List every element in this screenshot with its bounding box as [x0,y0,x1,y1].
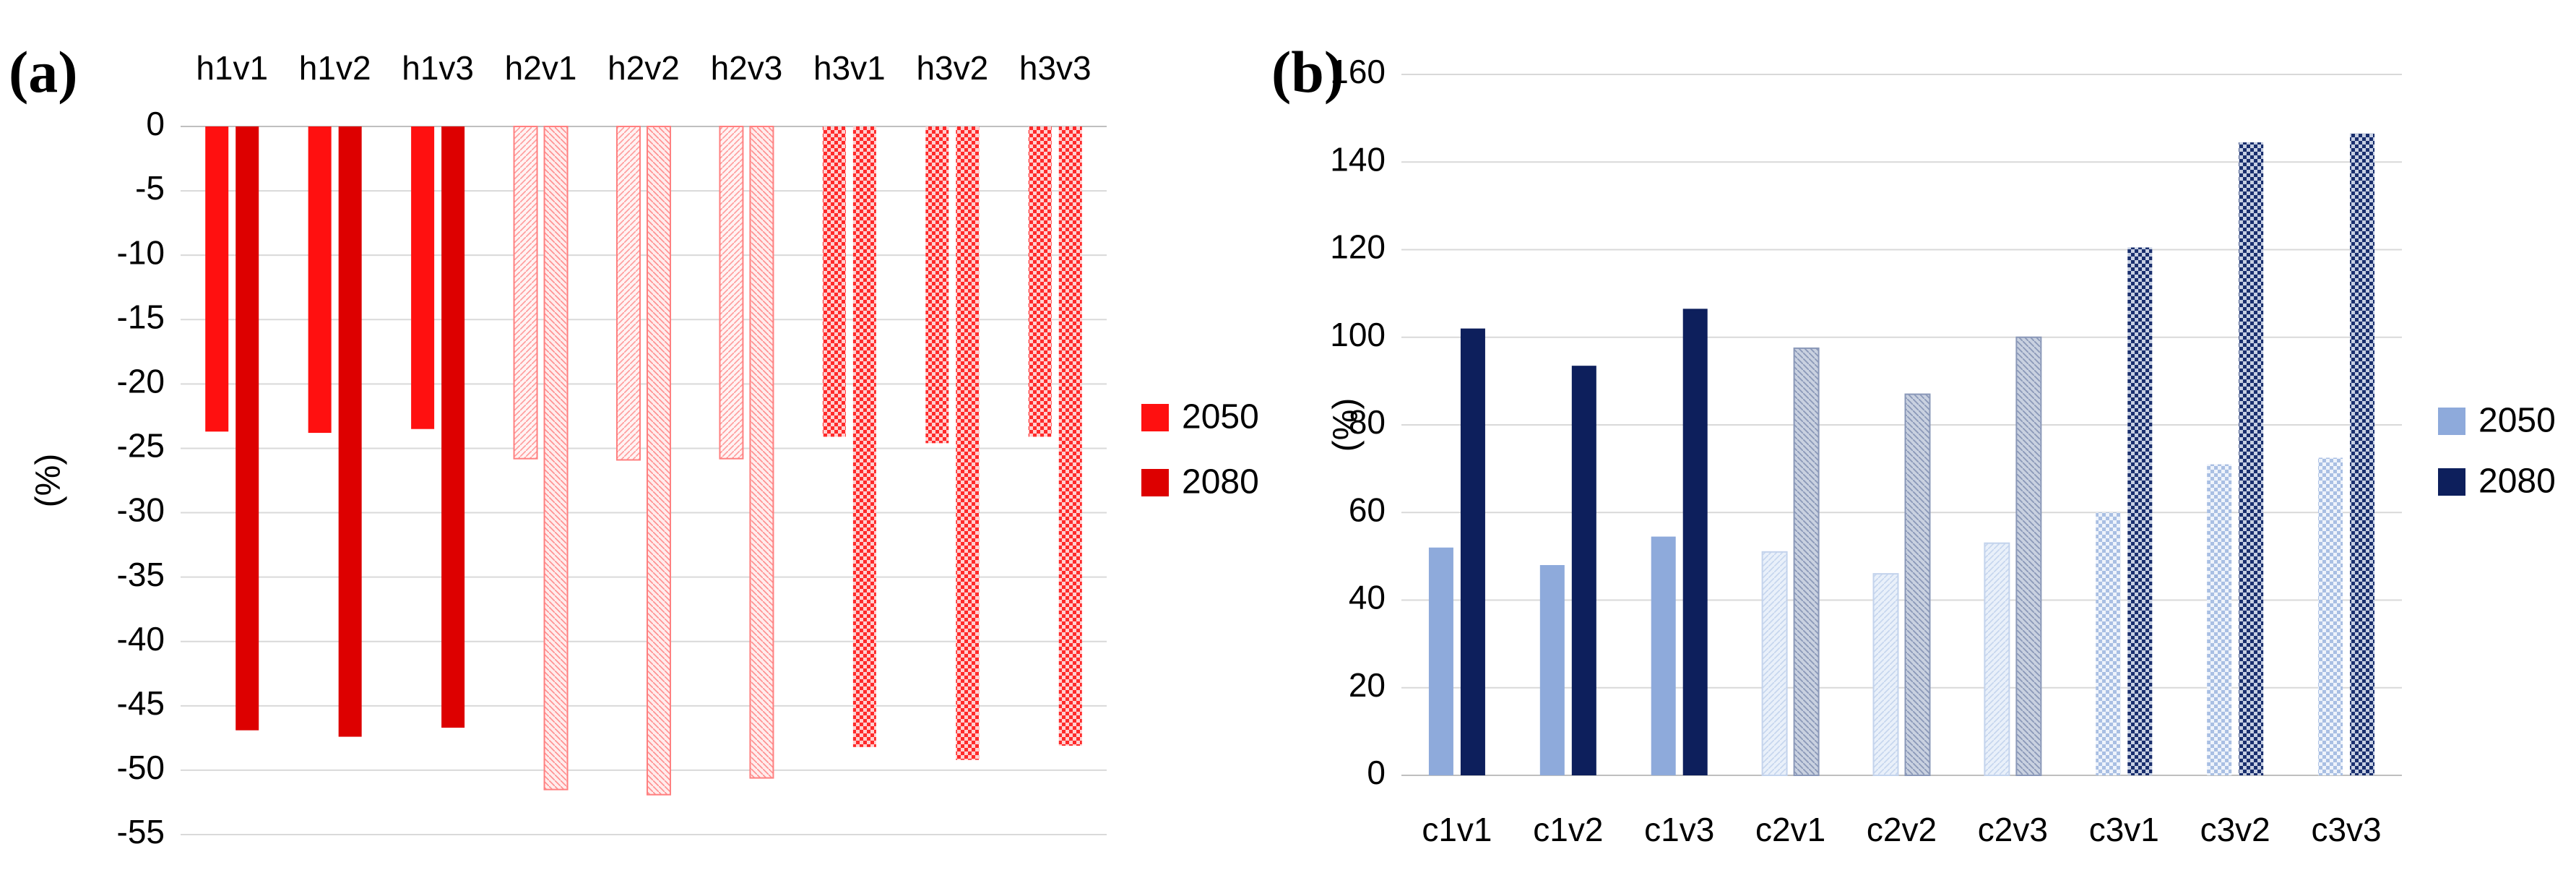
x-tick-label: h3v3 [1019,49,1092,87]
bar-2080-h3v2 [956,126,980,760]
y-tick-label: -20 [117,363,165,400]
x-tick-label: h1v2 [299,49,371,87]
y-tick-label: 0 [146,105,165,142]
bar-2080-h2v2 [647,126,671,796]
y-tick-label: -5 [135,169,165,207]
bar-2080-h2v1 [543,126,569,791]
bar-2080-h1v2 [338,126,362,737]
bar-2080-h3v1 [852,126,876,747]
bar-2080-h1v3 [441,126,465,728]
bar-2050-c2v3 [1984,542,2010,776]
legend-label-2080: 2080 [1182,463,1259,501]
x-tick-label: c1v2 [1533,811,1603,848]
bar-2050-h2v2 [616,126,641,461]
bar-2050-c1v2 [1539,565,1565,775]
bar-2080-c3v1 [2127,247,2153,775]
bar-2050-h3v2 [925,126,949,444]
panel-b: (b) 0 20 40 60 80 100 120 140 160 (%) c1v1 c1v2 c1v3 c… [1271,39,2556,848]
y-tick-label: -35 [117,556,165,593]
y-tick-label: -50 [117,749,165,786]
bar-2050-h3v3 [1028,126,1052,437]
x-tick-label: c3v3 [2311,811,2381,848]
x-tick-label: c2v1 [1755,811,1825,848]
bar-2080-h1v1 [235,126,259,731]
legend-swatch-2080 [2438,468,2465,496]
bar-2050-h2v1 [513,126,538,460]
legend-swatch-2080 [1141,469,1169,496]
x-tick-label: c2v3 [1978,811,2048,848]
x-tick-label: h2v1 [505,49,577,87]
x-tick-label: h1v3 [402,49,474,87]
legend-label-2050: 2050 [2478,402,2556,440]
bar-2050-c2v2 [1872,573,1899,776]
bar-2080-c1v3 [1682,309,1708,775]
x-tick-label: c1v1 [1422,811,1492,848]
y-tick-label: 60 [1349,491,1386,528]
y-tick-label: 80 [1349,403,1386,441]
x-tick-label: h3v2 [916,49,988,87]
x-tick-label: h2v2 [608,49,680,87]
bar-2050-c3v2 [2207,464,2232,775]
bar-2080-c2v1 [1793,347,1820,776]
x-tick-label: c1v3 [1644,811,1714,848]
bar-2080-h2v3 [749,126,774,779]
legend-swatch-2050 [2438,408,2465,435]
x-tick-label: h3v1 [813,49,886,87]
bar-2080-h3v3 [1058,126,1082,746]
y-tick-label: -30 [117,491,165,529]
panel-a: (a) 0 -5 -10 -15 -20 -25 -30 -35 -40 -45 -50 -55 (%) h… [9,39,1259,850]
y-tick-label: 120 [1330,228,1386,266]
y-axis-label: (%) [1327,398,1365,452]
bar-2050-c2v1 [1761,551,1788,776]
y-tick-label: -15 [117,298,165,335]
y-tick-label: 0 [1367,754,1386,791]
y-axis-label: (%) [30,454,68,508]
bar-2080-c1v1 [1460,328,1485,775]
bar-2080-c3v3 [2350,133,2375,775]
bar-2080-c2v3 [2015,336,2042,776]
panel-label-a: (a) [9,39,78,105]
y-tick-label: 40 [1349,579,1386,616]
bar-2050-h3v1 [822,126,846,437]
legend-label-2080: 2080 [2478,462,2556,501]
x-tick-label: c3v1 [2089,811,2159,848]
y-tick-label: 140 [1330,140,1386,178]
y-tick-label: 100 [1330,316,1386,353]
y-tick-label: -55 [117,813,165,850]
bar-2080-c3v2 [2239,142,2264,775]
panel-label-b: (b) [1271,39,1344,105]
y-tick-label: -40 [117,620,165,658]
legend-label-2050: 2050 [1182,398,1259,436]
bar-2050-h1v3 [411,126,435,429]
y-tick-label: -45 [117,684,165,722]
bar-2050-c1v1 [1428,547,1453,775]
legend-swatch-2050 [1141,404,1169,431]
bar-2050-h2v3 [719,126,744,460]
bar-2080-c1v2 [1571,366,1596,775]
bar-2050-c3v1 [2096,512,2121,775]
y-tick-label: -25 [117,427,165,465]
bar-2050-c3v3 [2318,457,2343,775]
bar-2080-c2v2 [1904,393,1931,776]
y-tick-label: 160 [1330,53,1386,90]
bar-2050-h1v2 [308,126,332,434]
bar-2050-h1v1 [205,126,229,432]
bar-2050-c1v3 [1651,536,1676,775]
x-tick-label: c2v2 [1867,811,1937,848]
x-tick-label: h2v3 [711,49,783,87]
x-tick-label: c3v2 [2200,811,2270,848]
y-tick-label: -10 [117,233,165,271]
x-tick-label: h1v1 [196,49,268,87]
y-tick-label: 20 [1349,666,1386,704]
